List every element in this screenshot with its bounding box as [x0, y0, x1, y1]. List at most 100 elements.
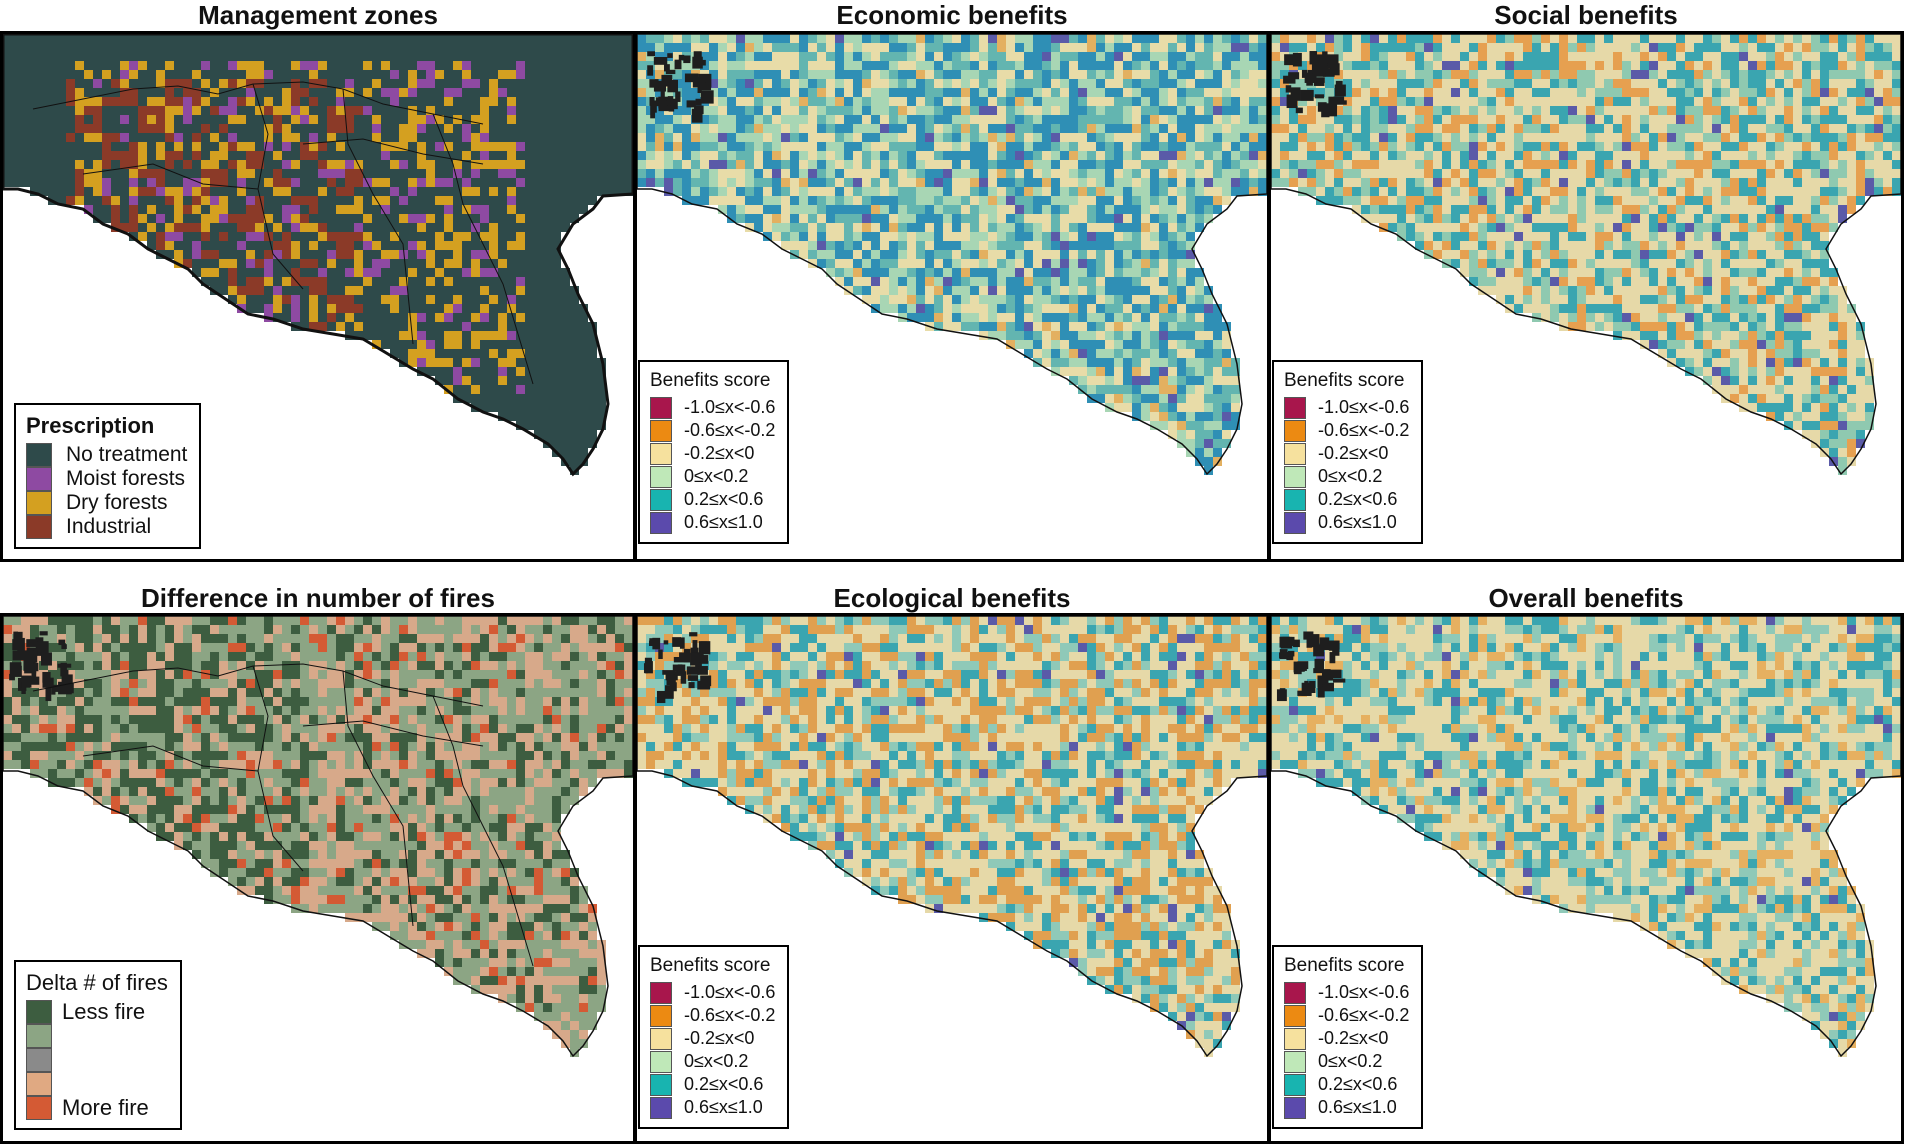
- legend-label: -1.0≤x<-0.6: [684, 982, 776, 1002]
- legend-item: -0.6≤x<-0.2: [1284, 1004, 1409, 1027]
- legend-label: 0.6≤x≤1.0: [1318, 512, 1397, 532]
- legend-swatch: [26, 491, 52, 515]
- study-area-outline: [3, 616, 633, 1058]
- watershed-boundary: [82, 745, 259, 772]
- map-ecological-benefits: [634, 613, 1270, 1144]
- legend-item: -1.0≤x<-0.6: [1284, 981, 1409, 1004]
- watershed-boundary: [432, 695, 534, 967]
- legend-swatch: [1284, 1096, 1306, 1119]
- map-raster-cells: [3, 616, 633, 1057]
- benefits-legend-title: Benefits score: [1284, 955, 1405, 976]
- legend-label: No treatment: [66, 443, 188, 466]
- legend-swatch: [26, 1096, 52, 1120]
- map-raster-cells: [1271, 34, 1901, 475]
- legend-item-less-fire: Less fire: [26, 999, 168, 1024]
- legend-item: [26, 1024, 168, 1048]
- legend-label: Industrial: [66, 515, 152, 538]
- legend-item: -0.2≤x<0: [1284, 442, 1409, 465]
- legend-item: -1.0≤x<-0.6: [650, 396, 775, 419]
- legend-swatch: [1284, 465, 1306, 488]
- legend-swatch: [650, 419, 672, 442]
- legend-label: 0≤x<0.2: [684, 1051, 749, 1071]
- legend-label: Dry forests: [66, 491, 168, 514]
- legend-swatch: [650, 442, 672, 465]
- title-management-zones: Management zones: [198, 0, 438, 30]
- watershed-boundary: [342, 670, 414, 927]
- legend-item: -0.6≤x<-0.2: [650, 1004, 775, 1027]
- legend-label: -0.2≤x<0: [684, 1028, 755, 1048]
- legend-swatch: [650, 465, 672, 488]
- legend-item: -0.2≤x<0: [1284, 1027, 1409, 1050]
- legend-swatch: [1284, 1004, 1306, 1027]
- benefits-legend-economic: Benefits score -1.0≤x<-0.6 -0.6≤x<-0.2 -…: [638, 360, 790, 544]
- legend-label: -1.0≤x<-0.6: [684, 397, 776, 417]
- legend-label: -0.6≤x<-0.2: [684, 420, 776, 440]
- legend-swatch: [26, 1048, 52, 1072]
- benefits-legend-title: Benefits score: [650, 370, 771, 391]
- legend-item: 0≤x<0.2: [650, 465, 775, 488]
- map-raster-cells: [637, 616, 1267, 1057]
- watershed-boundary: [302, 720, 484, 747]
- legend-swatch: [650, 396, 672, 419]
- benefits-legend-overall: Benefits score -1.0≤x<-0.6 -0.6≤x<-0.2 -…: [1272, 945, 1424, 1129]
- legend-label: 0.2≤x<0.6: [1318, 1074, 1398, 1094]
- legend-item: -0.2≤x<0: [650, 442, 775, 465]
- watershed-boundary: [82, 163, 259, 190]
- map-economic-benefits: [634, 31, 1270, 562]
- legend-label: -0.6≤x<-0.2: [684, 1005, 776, 1025]
- legend-item: [26, 1048, 168, 1072]
- legend-label: 0≤x<0.2: [1318, 1051, 1383, 1071]
- legend-swatch: [1284, 981, 1306, 1004]
- map-svg-overall-benefits: [1271, 616, 1901, 1141]
- legend-swatch: [1284, 396, 1306, 419]
- legend-swatch: [650, 511, 672, 534]
- watershed-boundary: [342, 88, 414, 345]
- map-raster-cells: [3, 34, 633, 475]
- legend-swatch: [650, 981, 672, 1004]
- map-svg-ecological-benefits: [637, 616, 1267, 1141]
- legend-swatch: [26, 1072, 52, 1096]
- legend-swatch: [26, 443, 52, 467]
- legend-swatch: [1284, 442, 1306, 465]
- study-area-outline: [637, 616, 1267, 1058]
- legend-label: More fire: [62, 1095, 149, 1120]
- legend-swatch: [26, 515, 52, 539]
- legend-item: 0.2≤x<0.6: [1284, 488, 1409, 511]
- legend-swatch: [1284, 511, 1306, 534]
- legend-label: 0.6≤x≤1.0: [684, 512, 763, 532]
- legend-label: -0.2≤x<0: [1318, 1028, 1389, 1048]
- legend-item-more-fire: More fire: [26, 1095, 168, 1120]
- legend-item: 0.2≤x<0.6: [650, 488, 775, 511]
- map-svg-economic-benefits: [637, 34, 1267, 559]
- legend-item: 0≤x<0.2: [650, 1050, 775, 1073]
- legend-label: -1.0≤x<-0.6: [1318, 397, 1410, 417]
- legend-swatch: [1284, 488, 1306, 511]
- legend-swatch: [1284, 1027, 1306, 1050]
- fires-legend-title: Delta # of fires: [26, 970, 168, 995]
- legend-item: -0.6≤x<-0.2: [1284, 419, 1409, 442]
- legend-label: Moist forests: [66, 467, 186, 490]
- map-raster-cells: [1271, 616, 1901, 1057]
- title-economic-benefits: Economic benefits: [836, 0, 1068, 30]
- legend-item: 0.6≤x≤1.0: [650, 511, 775, 534]
- legend-swatch: [650, 1096, 672, 1119]
- legend-label: -0.6≤x<-0.2: [1318, 1005, 1410, 1025]
- legend-label: 0.6≤x≤1.0: [1318, 1097, 1397, 1117]
- legend-label: 0.2≤x<0.6: [684, 1074, 764, 1094]
- legend-swatch: [1284, 419, 1306, 442]
- benefits-legend-social: Benefits score -1.0≤x<-0.6 -0.6≤x<-0.2 -…: [1272, 360, 1424, 544]
- study-area-outline: [1271, 616, 1901, 1058]
- map-fire-difference: [0, 613, 636, 1144]
- legend-label: 0≤x<0.2: [1318, 466, 1383, 486]
- benefits-legend-title: Benefits score: [1284, 370, 1405, 391]
- legend-item: 0.6≤x≤1.0: [650, 1096, 775, 1119]
- legend-label: 0.2≤x<0.6: [684, 489, 764, 509]
- study-area-outline: [1271, 34, 1901, 476]
- legend-item-moist-forests: Moist forests: [26, 467, 187, 491]
- legend-label: -1.0≤x<-0.6: [1318, 982, 1410, 1002]
- title-ecological-benefits: Ecological benefits: [833, 583, 1071, 613]
- legend-swatch: [650, 1027, 672, 1050]
- legend-label: -0.2≤x<0: [1318, 443, 1389, 463]
- title-fire-difference: Difference in number of fires: [141, 583, 495, 613]
- legend-swatch: [650, 1073, 672, 1096]
